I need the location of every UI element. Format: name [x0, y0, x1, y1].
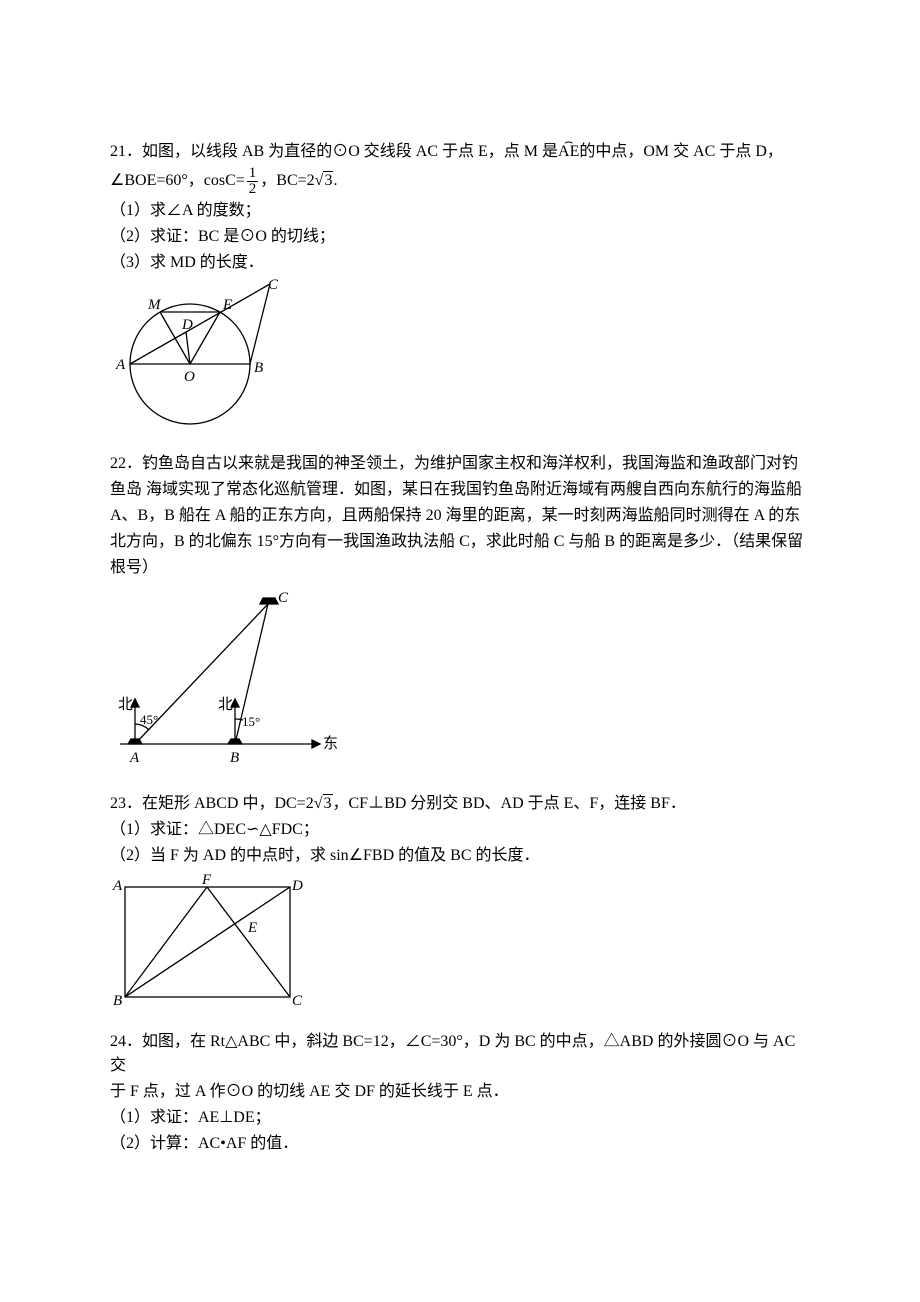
- problem-23: 23．在矩形 ABCD 中，DC=23，CF⊥BD 分别交 BD、AD 于点 E…: [110, 792, 810, 1012]
- p22-l4: 北方向，B 的北偏东 15°方向有一我国渔政执法船 C，求此时船 C 与船 B …: [110, 530, 810, 554]
- sqrt-3-a: 3: [315, 169, 334, 193]
- svg-text:B: B: [230, 750, 239, 766]
- svg-text:45°: 45°: [140, 712, 158, 727]
- p22-l2: 鱼岛 海域实现了常态化巡航管理．如图，某日在我国钓鱼岛附近海域有两艘自西向东航行…: [110, 478, 810, 502]
- svg-text:C: C: [292, 993, 303, 1009]
- figure-23: A D B C F E: [110, 872, 310, 1012]
- p24-l1: 24．如图，在 Rt△ABC 中，斜边 BC=12，∠C=30°，D 为 BC …: [110, 1030, 810, 1078]
- p21-l2c: .: [333, 172, 337, 189]
- svg-text:O: O: [184, 369, 195, 385]
- p24-q1: （1）求证：AE⊥DE；: [110, 1106, 810, 1130]
- p24-l2: 于 F 点，过 A 作⊙O 的切线 AE 交 DF 的延长线于 E 点．: [110, 1080, 810, 1104]
- p23-q2: （2）当 F 为 AD 的中点时，求 sin∠FBD 的值及 BC 的长度．: [110, 844, 810, 868]
- svg-text:M: M: [147, 297, 162, 313]
- arc-AE: AE: [558, 140, 579, 164]
- svg-text:A: A: [115, 357, 126, 373]
- p21-q3: （3）求 MD 的长度．: [110, 251, 810, 275]
- p22-l5: 根号）: [110, 556, 810, 580]
- svg-text:C: C: [278, 590, 289, 606]
- figure-22: A B C 北 北 东 45° 15°: [110, 584, 340, 774]
- svg-text:A: A: [112, 878, 123, 894]
- p21-q1: （1）求∠A 的度数；: [110, 199, 810, 223]
- svg-text:E: E: [247, 920, 257, 936]
- p21-line1: 21．如图，以线段 AB 为直径的⊙O 交线段 AC 于点 E，点 M 是AE的…: [110, 140, 810, 164]
- p23-q1: （1）求证：△DEC∽△FDC；: [110, 818, 810, 842]
- svg-text:北: 北: [218, 696, 233, 713]
- sqrt-3-b: 3: [314, 792, 333, 816]
- p21-q2: （2）求证：BC 是⊙O 的切线；: [110, 225, 810, 249]
- p21-l2b: ，BC=2: [260, 172, 314, 189]
- svg-text:15°: 15°: [242, 714, 260, 729]
- svg-text:北: 北: [118, 696, 133, 713]
- problem-22: 22．钓鱼岛自古以来就是我国的神圣领土，为维护国家主权和海洋权利，我国海监和渔政…: [110, 452, 810, 774]
- svg-text:B: B: [254, 360, 263, 376]
- svg-text:D: D: [181, 317, 193, 333]
- svg-text:B: B: [113, 993, 122, 1009]
- p24-q2: （2）计算：AC•AF 的值．: [110, 1132, 810, 1156]
- svg-text:F: F: [201, 872, 212, 888]
- problem-21: 21．如图，以线段 AB 为直径的⊙O 交线段 AC 于点 E，点 M 是AE的…: [110, 140, 810, 434]
- p22-l3: A、B，B 船在 A 船的正东方向，且两船保持 20 海里的距离，某一时刻两海监…: [110, 504, 810, 528]
- svg-text:E: E: [222, 297, 232, 313]
- svg-text:C: C: [268, 279, 279, 293]
- p21-num: 21: [110, 143, 126, 160]
- p21-line2: ∠BOE=60°，cosC=12，BC=23.: [110, 166, 810, 197]
- p21-l1b: 的中点，OM 交 AC 于点 D，: [579, 143, 783, 160]
- p21-l2a: ∠BOE=60°，cosC=: [110, 172, 245, 189]
- svg-text:东: 东: [323, 735, 338, 752]
- svg-text:D: D: [291, 878, 303, 894]
- p21-l1a: ．如图，以线段 AB 为直径的⊙O 交线段 AC 于点 E，点 M 是: [126, 143, 558, 160]
- frac-1-2: 12: [247, 166, 259, 197]
- p22-l1: 22．钓鱼岛自古以来就是我国的神圣领土，为维护国家主权和海洋权利，我国海监和渔政…: [110, 452, 810, 476]
- svg-text:A: A: [129, 750, 140, 766]
- figure-21: A B C D E M O: [110, 279, 285, 434]
- p23-l1: 23．在矩形 ABCD 中，DC=23，CF⊥BD 分别交 BD、AD 于点 E…: [110, 792, 810, 816]
- problem-24: 24．如图，在 Rt△ABC 中，斜边 BC=12，∠C=30°，D 为 BC …: [110, 1030, 810, 1156]
